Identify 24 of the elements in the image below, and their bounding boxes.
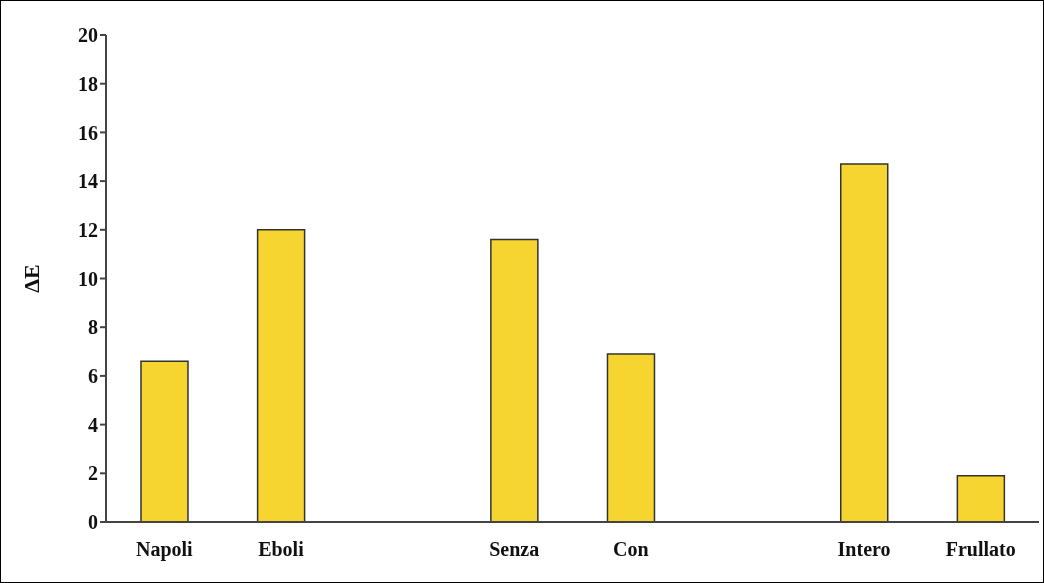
bar — [606, 353, 656, 522]
y-tick-label: 6 — [88, 365, 98, 387]
bar — [839, 163, 889, 522]
y-tick-label: 10 — [78, 267, 98, 290]
y-tick-label: 2 — [88, 462, 98, 485]
x-tick-label: Napoli — [135, 538, 194, 562]
y-tick-label: 16 — [78, 121, 98, 144]
y-tick-label: 8 — [88, 316, 98, 339]
x-tick-label: Con — [613, 538, 649, 561]
y-tick-label: 4 — [88, 413, 98, 436]
bar — [256, 229, 306, 522]
x-tick-label: Frullato — [945, 538, 1016, 561]
y-axis-title: ΔE — [18, 264, 44, 293]
y-tick-label: 12 — [78, 218, 98, 241]
bar — [956, 474, 1006, 522]
bar — [490, 238, 539, 522]
x-tick-label: Senza — [489, 538, 540, 561]
x-tick-label: Eboli — [258, 538, 305, 561]
y-tick-label: 20 — [78, 24, 98, 47]
y-tick-label: 14 — [78, 170, 98, 193]
y-tick-label: 18 — [78, 72, 98, 95]
x-tick-label: Intero — [837, 538, 891, 561]
y-tick-label: 0 — [88, 511, 98, 534]
bar — [140, 360, 189, 522]
